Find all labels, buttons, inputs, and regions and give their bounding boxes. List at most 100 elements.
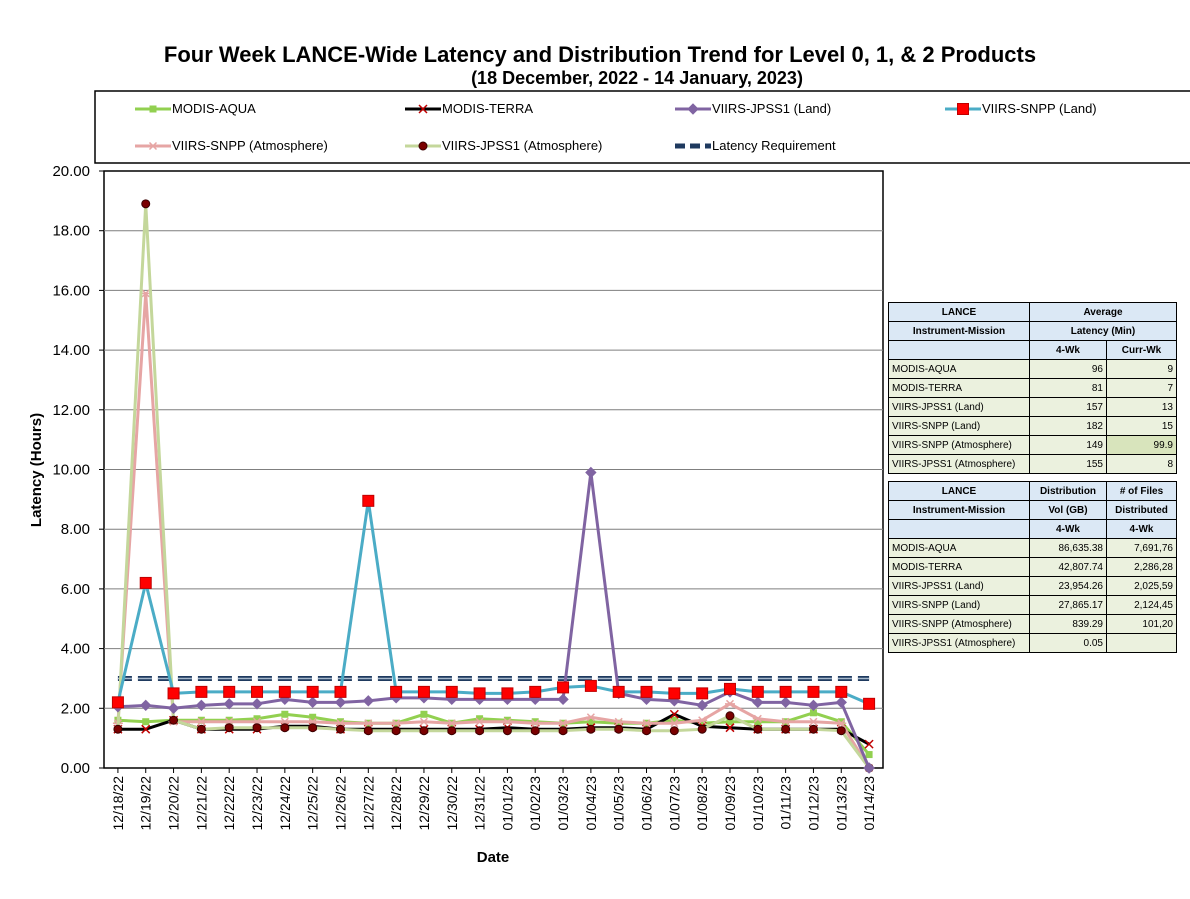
latency-row-name: VIIRS-JPSS1 (Atmosphere)	[888, 454, 1030, 474]
legend-label: VIIRS-JPSS1 (Atmosphere)	[442, 138, 602, 153]
data-point	[224, 723, 234, 733]
chart-title: Four Week LANCE-Wide Latency and Distrib…	[164, 42, 1036, 67]
data-point	[251, 685, 264, 698]
dist-row-name: VIIRS-JPSS1 (Land)	[888, 576, 1030, 596]
x-tick-label: 12/18/22	[110, 776, 126, 831]
table-row: MODIS-AQUA 86,635.38 7,691,76	[888, 538, 1177, 558]
data-point	[113, 724, 123, 734]
data-point	[779, 696, 792, 709]
data-point	[391, 726, 401, 736]
data-point	[473, 687, 486, 700]
data-point	[697, 716, 708, 725]
legend-item: MODIS-AQUA	[135, 101, 256, 116]
x-tick-label: 01/10/23	[750, 776, 766, 831]
data-point	[278, 685, 291, 698]
series-line	[116, 291, 871, 769]
dist-row-vol: 42,807.74	[1029, 557, 1107, 577]
table-row: VIIRS-SNPP (Land) 182 15	[888, 416, 1177, 436]
data-point	[390, 685, 403, 698]
data-point	[362, 695, 375, 707]
dist-table-head-blank	[888, 519, 1030, 539]
data-point	[864, 739, 874, 749]
x-tick-label: 01/12/23	[805, 776, 821, 831]
latency-row-name: VIIRS-SNPP (Land)	[888, 416, 1030, 436]
data-point	[530, 726, 540, 736]
latency-table-head-instrument: Instrument-Mission	[888, 321, 1030, 341]
data-point	[334, 685, 347, 698]
dist-row-name: VIIRS-SNPP (Atmosphere)	[888, 614, 1030, 634]
y-tick-label: 0.00	[61, 760, 90, 777]
table-row: VIIRS-JPSS1 (Atmosphere) 155 8	[888, 454, 1177, 474]
data-point	[558, 726, 568, 736]
data-point	[781, 724, 791, 734]
data-point	[142, 718, 150, 726]
table-row: VIIRS-JPSS1 (Land) 23,954.26 2,025,59	[888, 576, 1177, 596]
data-point	[557, 693, 569, 706]
dist-row-files: 2,124,45	[1106, 595, 1177, 615]
latency-table-head-4wk: 4-Wk	[1029, 340, 1107, 360]
data-point	[836, 719, 847, 728]
data-point	[308, 723, 318, 733]
series-viirs-snpp-land	[111, 494, 876, 710]
y-axis-ticks: 0.00 2.00 4.00 6.00 8.00 10.00 12.00 14.00 16.00…	[52, 163, 104, 777]
x-tick-label: 12/30/22	[444, 776, 460, 831]
x-tick-label: 01/11/23	[778, 776, 794, 830]
y-tick-label: 4.00	[61, 641, 90, 658]
data-point	[335, 724, 345, 734]
latency-row-curr: 15	[1106, 416, 1177, 436]
data-point	[141, 724, 151, 734]
dist-table-head-4wk-vol: 4-Wk	[1029, 519, 1107, 539]
legend-item: VIIRS-SNPP (Land)	[945, 101, 1097, 116]
series-line	[116, 202, 871, 769]
data-point	[613, 717, 624, 726]
data-point	[530, 719, 541, 728]
series-viirs-snpp-atmosphere	[112, 289, 875, 773]
table-row: VIIRS-SNPP (Land) 27,865.17 2,124,45	[888, 595, 1177, 615]
dist-row-files: 2,025,59	[1106, 576, 1177, 596]
latency-row-4wk: 96	[1029, 359, 1107, 379]
data-point	[252, 723, 262, 733]
legend-marker	[418, 141, 428, 151]
data-point	[612, 685, 625, 698]
data-point	[502, 726, 512, 736]
x-tick-label: 01/06/23	[639, 776, 655, 831]
data-point	[529, 685, 542, 698]
y-tick-label: 16.00	[52, 282, 90, 299]
data-point	[586, 724, 596, 734]
legend-marker	[148, 141, 158, 151]
data-point	[723, 682, 736, 695]
dist-row-files: 101,20	[1106, 614, 1177, 634]
data-point	[363, 719, 374, 728]
data-point	[668, 687, 681, 700]
latency-row-4wk: 182	[1029, 416, 1107, 436]
legend-label: VIIRS-SNPP (Atmosphere)	[172, 138, 328, 153]
data-point	[807, 685, 820, 698]
data-point	[697, 724, 707, 734]
x-tick-label: 01/14/23	[861, 776, 877, 831]
series-layer	[111, 199, 876, 774]
data-point	[447, 726, 457, 736]
data-point	[502, 717, 513, 726]
legend-item: VIIRS-JPSS1 (Atmosphere)	[405, 138, 602, 153]
data-point	[835, 696, 847, 709]
data-point	[417, 685, 430, 698]
latency-row-curr: 8	[1106, 454, 1177, 474]
data-point	[558, 719, 569, 728]
y-tick-label: 12.00	[52, 402, 90, 419]
legend: MODIS-AQUA MODIS-TERRA VIIRS-JPSS1 (Land) V…	[135, 101, 1097, 153]
y-tick-label: 2.00	[61, 700, 90, 717]
latency-table-head-currwk: Curr-Wk	[1106, 340, 1177, 360]
latency-row-4wk: 157	[1029, 397, 1107, 417]
data-point	[280, 723, 290, 733]
dist-row-vol: 86,635.38	[1029, 538, 1107, 558]
data-point	[195, 685, 208, 698]
data-point	[334, 696, 347, 709]
dist-row-name: VIIRS-SNPP (Land)	[888, 595, 1030, 615]
dist-table-head-instrument: Instrument-Mission	[888, 500, 1030, 520]
x-tick-label: 12/25/22	[305, 776, 321, 831]
dist-table-head-distribution: Distribution	[1029, 481, 1107, 501]
x-tick-label: 12/27/22	[360, 776, 376, 831]
dist-table-head-distributed: Distributed	[1106, 500, 1177, 520]
dist-row-vol: 0.05	[1029, 633, 1107, 653]
table-row: VIIRS-SNPP (Atmosphere) 839.29 101,20	[888, 614, 1177, 634]
